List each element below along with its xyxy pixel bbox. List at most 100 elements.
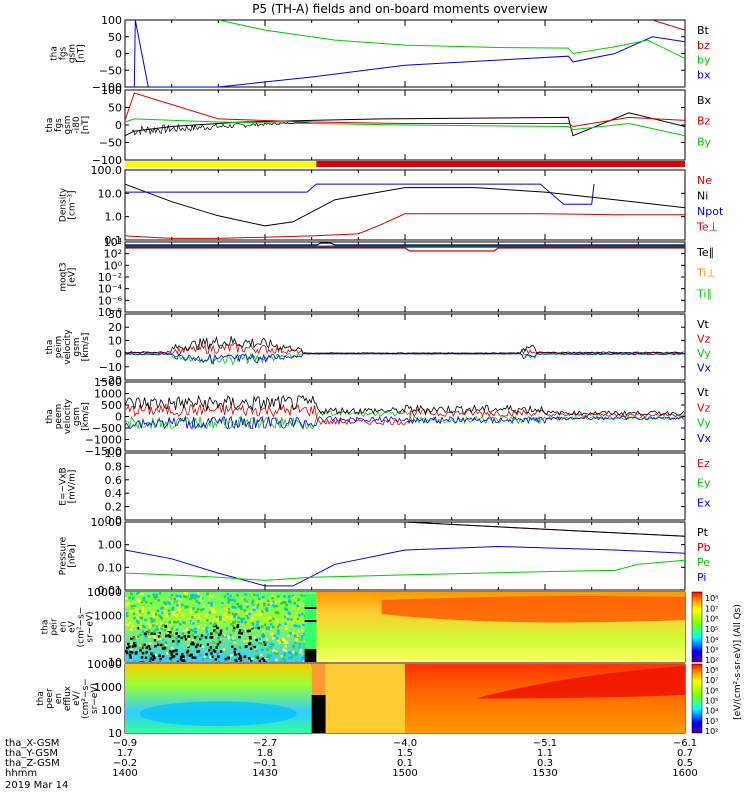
spectrogram-cell [271,597,274,600]
orbit-value: 0.5 [677,758,693,769]
spectrogram-cell [181,632,184,635]
spectrogram-cell [140,600,144,604]
spectrogram-cell [171,601,174,604]
colorbar-tick-label: 10⁴ [705,707,718,716]
y-axis-label: fgs [59,46,69,60]
spectrogram-cell [177,598,181,601]
spectrogram-cell [143,625,146,629]
spectrogram-cell [167,628,170,632]
spectrogram-cell [234,653,237,656]
spectrogram-cell [175,636,178,639]
spectrogram-cell [237,616,240,620]
spectrogram-cell [255,601,259,605]
spectrogram-cell [270,632,274,635]
panel-efield: 1.00.80.60.40.20.0 E=−VxB [mV/m] Ez Ey Ex [59,447,711,527]
spectrogram-cell [151,611,154,615]
spectrogram-cell [150,654,153,657]
spectrogram-cell [169,631,172,634]
spectrogram-cell [171,640,175,643]
spectrogram-hot-region [381,596,685,623]
spectrogram-cell [260,625,264,628]
y-axis-label: [eV] [68,268,78,287]
plot-area [125,335,684,366]
spectrogram-cell [150,620,154,624]
spectrogram-cell [227,608,231,611]
legend-label: bx [697,68,711,81]
y-axis-label: eV/ [72,690,82,706]
spectrogram-cell [191,615,194,619]
spectrogram-cell [208,611,212,614]
y-tick-label: 0.01 [98,584,123,597]
spectrogram-cell [254,626,258,629]
orbit-row-label: tha_Z-GSM [5,758,60,769]
spectrogram-region [325,664,405,733]
spectrogram-cell [158,592,162,595]
spectrogram-cell [236,611,239,614]
spectrogram-cell [276,595,280,598]
spectrogram-cell [243,655,247,659]
spectrogram-cell [224,657,228,661]
spectrogram-cell [283,653,286,657]
spectrogram-cell [155,595,158,598]
spectrogram-cell [267,626,271,629]
spectrogram-cell [132,612,136,616]
spectrogram-cell [155,638,158,641]
spectrogram-cell [295,624,298,628]
spectrogram-cell [260,623,263,626]
spectrogram-cell [274,611,278,615]
y-axis-label: [km/s] [81,333,91,362]
y-axis-label: eV [68,620,78,633]
spectrogram-cell [276,637,279,640]
spectrogram-cell [294,641,297,645]
spectrogram-cell [164,601,167,605]
spectrogram-cell [253,645,256,649]
spectrogram-cell [293,615,296,619]
legend-label: Bt [697,24,710,37]
y-tick-label: 500 [101,399,122,412]
spectrogram-cell [256,623,259,626]
colorbar-tick-label: 10⁴ [705,635,718,644]
spectrogram-cell [273,661,276,662]
spectrogram-cell [176,607,180,610]
spectrogram-cell [201,645,204,648]
spectrogram-cell [153,638,157,642]
spectrogram-cell [286,621,290,625]
spectrogram-cell [179,623,182,626]
y-tick-label: 0.0 [105,514,123,527]
spectrogram-cell [145,600,148,604]
spectrogram-cell [261,648,264,652]
spectrogram-cell [175,638,179,642]
spectrogram-cell [154,613,158,616]
colorbar-strip [691,591,703,663]
spectrogram-cell [147,645,151,648]
orbit-value: −4.0 [393,738,417,749]
spectrogram-cell [194,627,197,631]
spectrogram-cell [238,629,242,632]
spectrogram-cell [265,607,269,610]
spectrogram-cell [148,647,152,651]
spectrogram-cell [130,628,133,632]
spectrogram-cell [176,660,180,662]
spectrogram-cell [280,602,283,605]
spectrogram-cell [217,655,220,658]
spectrogram-cell [239,657,242,660]
spectrogram-cell [253,605,257,608]
spectrogram-cell [150,601,153,605]
spectrogram-cell [164,603,168,607]
spectrogram-cell [181,659,184,662]
spectrogram-cell [213,617,216,621]
y-axis-label: en [59,621,69,632]
panel-pressure: 10.00 1.00 0.10 0.01 Pressure [nPa] Pt Pb Pe Pi [59,516,711,597]
spectrogram-cell [160,611,164,614]
spectrogram-cell [210,603,213,606]
spectrogram-cell [157,635,161,638]
spectrogram-cell [141,608,145,612]
spectrogram-cell [283,652,287,655]
spectrogram-cell [127,642,130,646]
spectrogram-cell [284,601,287,604]
spectrogram-cell [262,596,265,599]
spectrogram-cell [185,595,188,599]
plot-area [133,20,685,87]
